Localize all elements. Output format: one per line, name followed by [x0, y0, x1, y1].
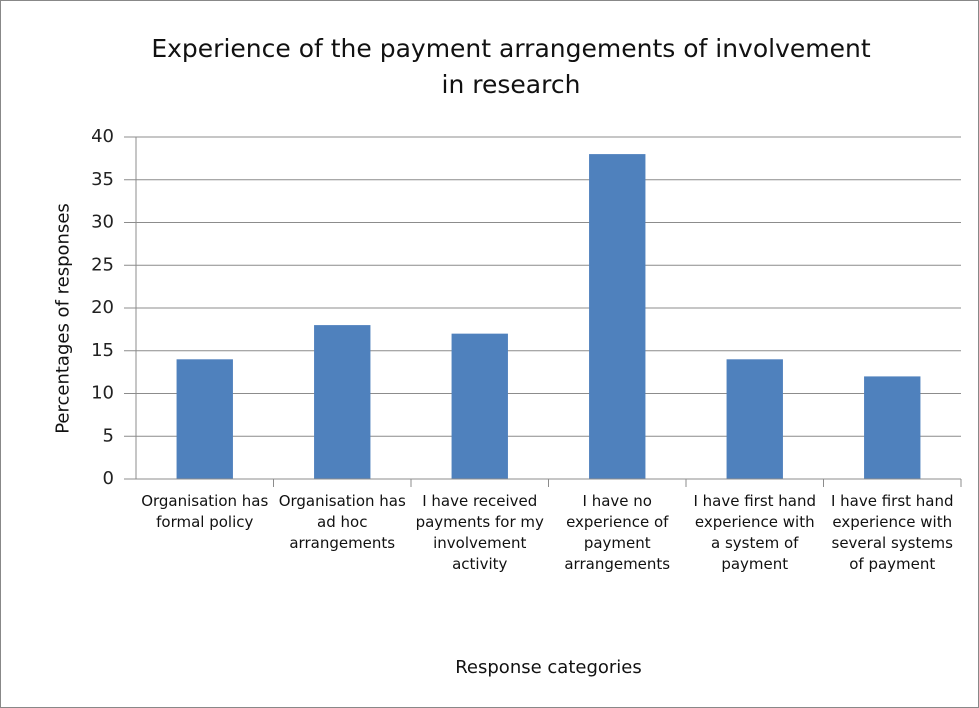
- x-tick-label: I have first hand experience with a syst…: [693, 492, 817, 573]
- y-tick-label: 40: [91, 126, 114, 147]
- bar: [864, 376, 921, 479]
- bar: [451, 333, 508, 479]
- bar: [176, 359, 233, 479]
- y-tick-label: 30: [91, 212, 114, 233]
- x-axis-title: Response categories: [455, 657, 642, 678]
- x-tick-label: I have no experience of payment arrangem…: [564, 492, 671, 573]
- x-tick-label: I have first hand experience with severa…: [830, 492, 954, 573]
- y-tick-label: 5: [103, 425, 114, 446]
- y-tick-label: 20: [91, 297, 114, 318]
- y-tick-label: 15: [91, 340, 114, 361]
- chart-title: Experience of the payment arrangements o…: [151, 34, 871, 99]
- x-tick-label: I have received payments for my involvem…: [415, 492, 544, 573]
- y-axis-title: Percentages of responses: [52, 203, 74, 434]
- bar: [726, 359, 783, 479]
- bar: [314, 325, 371, 479]
- y-tick-label: 0: [103, 468, 114, 489]
- x-tick-label: Organisation has formal policy: [141, 492, 269, 531]
- bar: [589, 154, 646, 479]
- x-tick-label: Organisation has ad hoc arrangements: [278, 492, 406, 552]
- y-tick-label: 25: [91, 254, 114, 275]
- y-tick-label: 10: [91, 383, 114, 404]
- y-tick-label: 35: [91, 169, 114, 190]
